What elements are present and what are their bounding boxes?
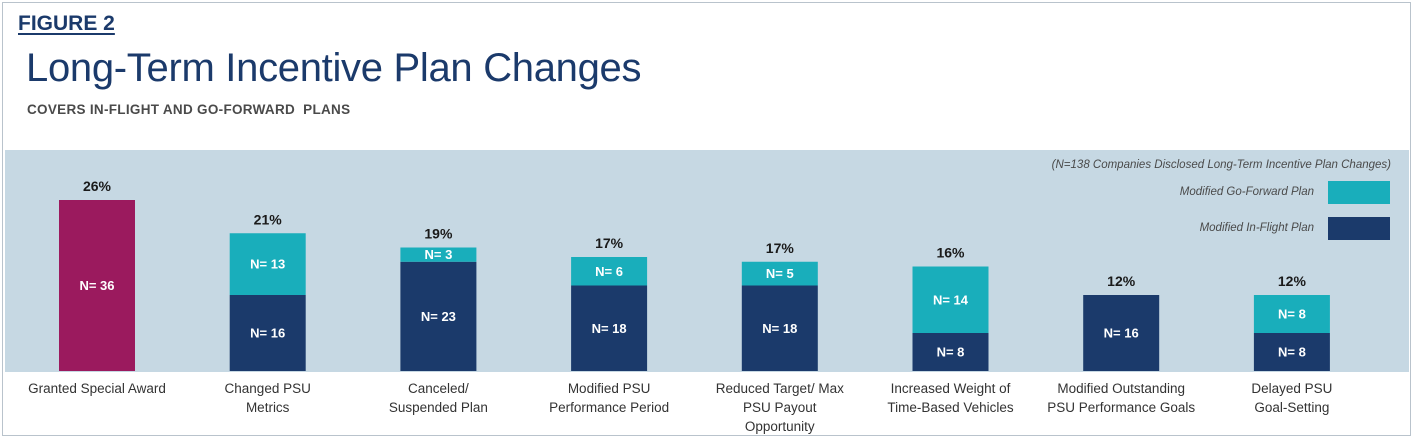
percent-label: 16% — [936, 245, 965, 261]
bar-in-flight — [912, 333, 989, 371]
bar-in-flight — [741, 285, 818, 371]
category-label: Modified Outstanding PSU Performance Goa… — [1047, 381, 1196, 415]
bar-in-flight — [229, 295, 306, 371]
legend-label-in-flight: Modified In-Flight Plan — [1199, 222, 1314, 234]
bar-label: N= 6 — [595, 264, 623, 279]
bar-go-forward — [400, 247, 477, 262]
bar-label: N= 5 — [766, 266, 794, 281]
bar-label: N= 3 — [424, 247, 452, 262]
chart-title: Long-Term Incentive Plan Changes — [26, 46, 642, 90]
legend: Modified Go-Forward Plan Modified In-Fli… — [1120, 180, 1390, 244]
legend-item-in-flight: Modified In-Flight Plan — [1200, 216, 1390, 240]
bar-in-flight — [571, 285, 648, 371]
bar-label: N= 8 — [1278, 345, 1306, 360]
bar-in-flight — [1083, 295, 1160, 371]
bar-go-forward — [229, 233, 306, 295]
percent-label: 21% — [254, 211, 283, 227]
legend-label-go-forward: Modified Go-Forward Plan — [1179, 186, 1314, 198]
category-label: Reduced Target/ Max PSU Payout Opportuni… — [715, 381, 844, 434]
percent-label: 26% — [83, 178, 112, 194]
bar-label: N= 8 — [937, 345, 965, 360]
bar-label: N= 13 — [250, 257, 285, 272]
bar-in-flight — [400, 261, 477, 371]
percent-label: 17% — [595, 235, 624, 251]
category-label: Modified PSU Performance Period — [549, 381, 670, 415]
bar-go-forward — [571, 257, 648, 286]
bar-label: N= 14 — [933, 292, 969, 307]
bar-label: N= 18 — [762, 321, 797, 336]
category-label: Changed PSU Metrics — [224, 381, 311, 415]
category-label: Delayed PSU Goal-Setting — [1251, 381, 1333, 415]
legend-swatch-go-forward — [1328, 180, 1390, 204]
category-label: Increased Weight of Time-Based Vehicles — [887, 381, 1014, 415]
bar-go-forward — [1253, 295, 1330, 333]
bar-special-award — [59, 200, 135, 371]
sample-size-note: (N=138 Companies Disclosed Long-Term Inc… — [1051, 159, 1391, 171]
bar-go-forward — [741, 261, 818, 286]
bar-label: N= 16 — [250, 326, 285, 341]
bar-label: N= 16 — [1104, 326, 1139, 341]
percent-label: 12% — [1278, 273, 1307, 289]
percent-label: 12% — [1107, 273, 1136, 289]
legend-swatch-in-flight — [1328, 216, 1390, 240]
category-label: Granted Special Award — [28, 381, 166, 396]
chart-subtitle: COVERS IN-FLIGHT AND GO-FORWARD PLANS — [27, 102, 351, 117]
bar-go-forward — [912, 266, 989, 333]
figure-label: FIGURE 2 — [18, 12, 115, 35]
percent-label: 17% — [766, 240, 795, 256]
legend-item-go-forward: Modified Go-Forward Plan — [1180, 180, 1390, 204]
bar-label: N= 36 — [79, 278, 114, 293]
bar-in-flight — [1253, 333, 1330, 371]
percent-label: 19% — [424, 226, 453, 242]
category-label: Canceled/ Suspended Plan — [388, 381, 488, 415]
bar-label: N= 23 — [421, 309, 456, 324]
bar-label: N= 18 — [592, 321, 627, 336]
bar-label: N= 8 — [1278, 307, 1306, 322]
